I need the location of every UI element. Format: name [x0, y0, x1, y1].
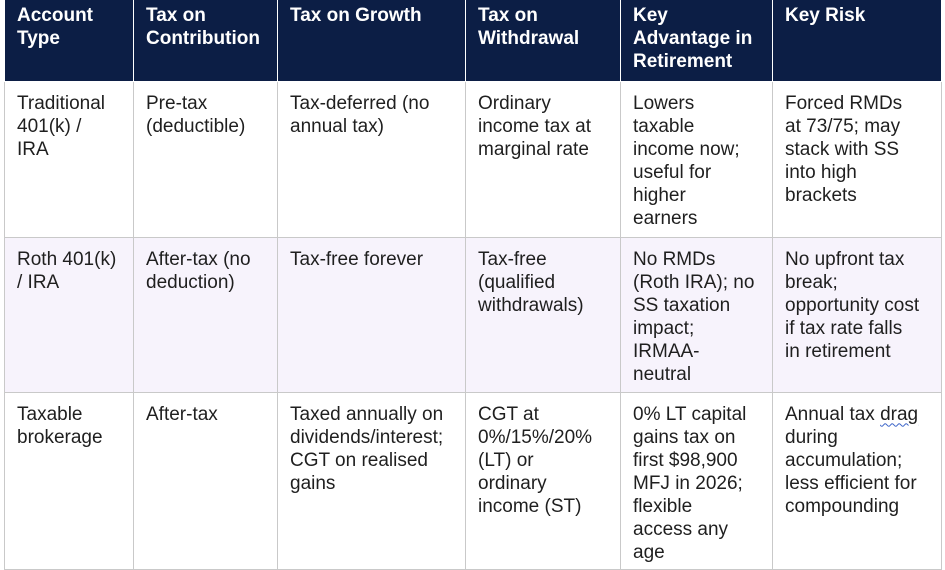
table-row: Taxable brokerage After-tax Taxed annual… [4, 391, 942, 570]
cell-tax-on-contribution: After-tax [133, 391, 278, 570]
cell-key-advantage: Lowers taxable income now; useful for hi… [620, 80, 773, 238]
cell-tax-on-growth: Tax-free forever [277, 236, 466, 393]
header-account-type: Account Type [4, 0, 134, 82]
header-tax-on-growth: Tax on Growth [277, 0, 466, 82]
cell-account-type: Roth 401(k) / IRA [4, 236, 134, 393]
header-key-advantage: Key Advantage in Retirement [620, 0, 773, 82]
cell-tax-on-growth: Tax-deferred (no annual tax) [277, 80, 466, 238]
table-row: Roth 401(k) / IRA After-tax (no deductio… [4, 236, 942, 393]
cell-tax-on-withdrawal: CGT at 0%/15%/20% (LT) or ordinary incom… [465, 391, 621, 570]
cell-tax-on-contribution: Pre-tax (deductible) [133, 80, 278, 238]
account-comparison-table: Account Type Tax on Contribution Tax on … [4, 0, 942, 570]
cell-tax-on-contribution: After-tax (no deduction) [133, 236, 278, 393]
cell-key-risk: Forced RMDs at 73/75; may stack with SS … [772, 80, 942, 238]
cell-key-advantage: 0% LT capital gains tax on first $98,900… [620, 391, 773, 570]
cell-key-advantage: No RMDs (Roth IRA); no SS taxation impac… [620, 236, 773, 393]
cell-key-risk: No upfront tax break; opportunity cost i… [772, 236, 942, 393]
header-row: Account Type Tax on Contribution Tax on … [4, 0, 942, 82]
spellcheck-flag[interactable]: drag [880, 403, 919, 425]
cell-tax-on-withdrawal: Ordinary income tax at marginal rate [465, 80, 621, 238]
cell-key-risk: Annual tax drag during accumulation; les… [772, 391, 942, 570]
cell-account-type: Taxable brokerage [4, 391, 134, 570]
cell-tax-on-growth: Taxed annually on dividends/interest; CG… [277, 391, 466, 570]
table-row: Traditional 401(k) / IRA Pre-tax (deduct… [4, 80, 942, 238]
cell-account-type: Traditional 401(k) / IRA [4, 80, 134, 238]
cell-tax-on-withdrawal: Tax-free (qualified withdrawals) [465, 236, 621, 393]
header-key-risk: Key Risk [772, 0, 942, 82]
header-tax-on-withdrawal: Tax on Withdrawal [465, 0, 621, 82]
header-tax-on-contribution: Tax on Contribution [133, 0, 278, 82]
